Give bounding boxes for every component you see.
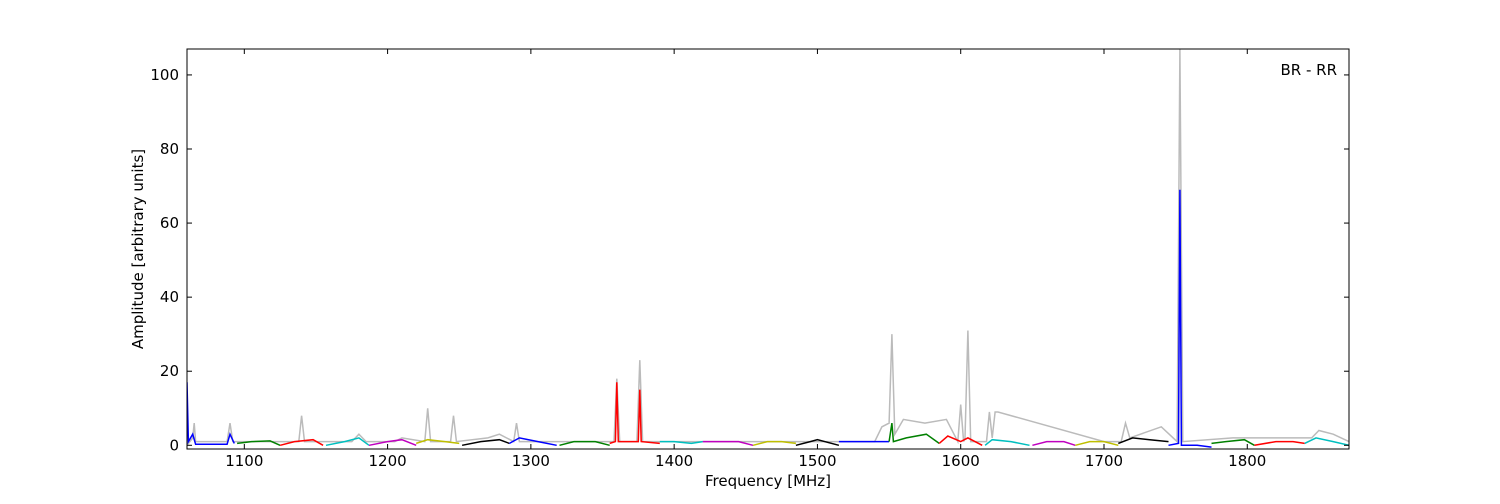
series-line xyxy=(1211,438,1255,446)
series-line xyxy=(888,422,940,445)
series-line xyxy=(509,437,557,447)
x-tick-label: 1700 xyxy=(1085,452,1123,470)
y-tick-label: 0 xyxy=(169,436,179,454)
series-line xyxy=(279,438,324,447)
series-line xyxy=(1168,189,1212,448)
series-line xyxy=(187,382,235,445)
y-tick-label: 80 xyxy=(160,140,179,158)
series-line xyxy=(559,440,610,447)
x-tick-label: 1400 xyxy=(655,452,693,470)
x-tick-label: 1100 xyxy=(225,452,263,470)
series-line xyxy=(237,440,281,446)
series-line xyxy=(1032,440,1076,447)
series-line xyxy=(609,382,660,445)
series-line xyxy=(461,438,510,447)
x-tick-label: 1200 xyxy=(368,452,406,470)
annotation: BR - RR xyxy=(1280,61,1337,79)
series-line xyxy=(984,438,1030,447)
x-tick-label: 1800 xyxy=(1228,452,1266,470)
series-line xyxy=(1118,437,1169,445)
series-line xyxy=(1254,440,1305,447)
series-line xyxy=(1304,437,1349,447)
series-line xyxy=(368,438,417,447)
series-line xyxy=(938,435,983,446)
plot-area xyxy=(187,49,1349,448)
series-line xyxy=(659,440,703,445)
y-tick-label: 100 xyxy=(150,66,179,84)
series-line xyxy=(325,437,370,447)
x-tick-label: 1600 xyxy=(942,452,980,470)
series-line xyxy=(187,49,1349,446)
series-line xyxy=(1075,440,1119,447)
series-line xyxy=(752,440,796,447)
y-tick-label: 40 xyxy=(160,288,179,306)
y-tick-label: 60 xyxy=(160,214,179,232)
plot-frame xyxy=(186,48,1350,450)
y-axis-label: Amplitude [arbitrary units] xyxy=(129,149,147,349)
x-tick-label: 1300 xyxy=(512,452,550,470)
x-axis-label: Frequency [MHz] xyxy=(705,472,831,490)
series-line xyxy=(795,438,840,447)
y-tick-label: 20 xyxy=(160,362,179,380)
x-tick-label: 1500 xyxy=(798,452,836,470)
series-line xyxy=(415,438,460,445)
series-line xyxy=(702,440,754,447)
